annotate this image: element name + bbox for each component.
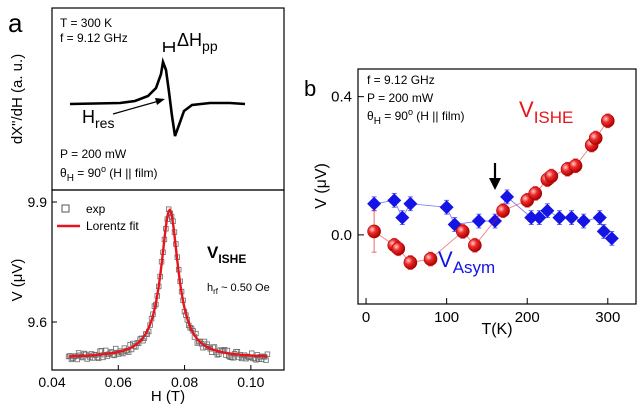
vishe-point bbox=[423, 252, 438, 266]
fmr-condition-angle: θH = 90o (H || film) bbox=[60, 164, 158, 184]
legend-exp-label: exp bbox=[86, 202, 106, 216]
x-tick-label-300: 300 bbox=[595, 309, 620, 326]
vishe-point bbox=[588, 131, 603, 145]
exp-point bbox=[230, 355, 236, 361]
exp-point bbox=[214, 352, 221, 358]
x-tick-label-0: 0 bbox=[362, 309, 370, 326]
vasym-point bbox=[500, 189, 515, 204]
fmr-derivative-curve bbox=[69, 57, 246, 137]
vishe-point bbox=[367, 224, 381, 239]
dhpp-label: ΔHpp bbox=[177, 30, 218, 54]
fmr-param-temperature: T = 300 K bbox=[60, 16, 112, 30]
vasym-point bbox=[524, 210, 539, 225]
vasym-point bbox=[552, 210, 567, 225]
vishe-point bbox=[455, 224, 470, 239]
panel-b-ylabel: V (μV) bbox=[313, 163, 330, 209]
vishe-point bbox=[391, 241, 406, 256]
lorentz-fit-line bbox=[68, 208, 268, 358]
legend: exp Lorentz fit bbox=[57, 202, 139, 233]
vasym-point bbox=[576, 214, 591, 229]
panel-a-bottom-frame bbox=[51, 189, 285, 371]
panel-a-bottom: V (μV) H (T) 0.04 0.06 0.08 0.10 9.6 9.9… bbox=[9, 189, 285, 405]
panel-a-top-ylabel: dX"/dH (a. u.) bbox=[9, 54, 26, 144]
vasym-point bbox=[471, 214, 486, 229]
vasym-point bbox=[395, 210, 410, 225]
x-tick-label-100: 100 bbox=[434, 309, 459, 326]
x-tick-label-200: 200 bbox=[515, 309, 540, 326]
vasym-point bbox=[564, 210, 579, 225]
panel-a-bottom-xlabel: H (T) bbox=[151, 388, 185, 405]
hres-label: Hres bbox=[82, 107, 114, 131]
vishe-point bbox=[496, 203, 510, 218]
legend-fit-label: Lorentz fit bbox=[86, 219, 139, 233]
panel-a-bottom-ylabel: V (μV) bbox=[9, 259, 26, 302]
vishe-point bbox=[468, 238, 482, 253]
param-angle: θH = 90o (H || film) bbox=[367, 107, 465, 127]
vasym-point bbox=[387, 193, 402, 208]
panel-b-xlabel: T(K) bbox=[481, 321, 512, 338]
param-power: P = 200 mW bbox=[367, 91, 434, 105]
y-tick-label-9.9: 9.9 bbox=[28, 194, 48, 210]
y-tick-label-9.6: 9.6 bbox=[28, 314, 48, 330]
x-tick-label-0.04: 0.04 bbox=[38, 374, 65, 390]
x-tick-label-0.08: 0.08 bbox=[171, 374, 198, 390]
vishe-point bbox=[544, 169, 559, 183]
param-frequency: f = 9.12 GHz bbox=[367, 73, 435, 87]
panel-a-bottom-ticks: 0.04 0.06 0.08 0.10 9.6 9.9 bbox=[28, 194, 265, 390]
vasym-series-label: VAsym bbox=[438, 247, 495, 277]
vishe-point bbox=[528, 186, 543, 201]
vasym-point bbox=[439, 200, 454, 215]
panel-b-frame bbox=[357, 68, 637, 305]
vasym-point bbox=[403, 196, 418, 211]
exp-point bbox=[263, 357, 269, 363]
x-tick-label-0.06: 0.06 bbox=[105, 374, 132, 390]
hres-arrow bbox=[112, 98, 165, 115]
arrow-annotation bbox=[489, 163, 501, 190]
panel-b-ticks: 0 100 200 300 0.0 0.4 bbox=[331, 89, 620, 326]
hrf-annotation: hrf ~ 0.50 Oe bbox=[207, 282, 270, 296]
vasym-point bbox=[596, 224, 611, 239]
series-vishe bbox=[367, 113, 615, 270]
panel-b-label: b bbox=[304, 76, 316, 101]
dhpp-marker bbox=[163, 42, 175, 52]
vishe-connector-line bbox=[373, 120, 609, 263]
vishe-point bbox=[600, 114, 615, 128]
vishe-point bbox=[403, 255, 418, 270]
vasym-point bbox=[604, 231, 619, 246]
fmr-condition-power: P = 200 mW bbox=[60, 147, 127, 161]
exp-point bbox=[264, 351, 271, 357]
panel-b: b V (μV) T(K) 0 100 200 300 0.0 0.4 f = … bbox=[304, 68, 637, 338]
vishe-series-label: VISHE bbox=[519, 97, 573, 127]
panel-a-label: a bbox=[8, 8, 23, 38]
y-tick-label-0.4: 0.4 bbox=[331, 89, 352, 106]
vishe-point bbox=[568, 158, 583, 173]
vishe-title: VISHE bbox=[207, 243, 246, 266]
y-tick-label-0.0: 0.0 bbox=[331, 227, 352, 244]
x-tick-label-0.10: 0.10 bbox=[237, 374, 264, 390]
vasym-point bbox=[592, 210, 607, 225]
vasym-point bbox=[367, 196, 382, 211]
vasym-point bbox=[532, 210, 547, 225]
panel-a-top: a dX"/dH (a. u.) T = 300 K f = 9.12 GHz … bbox=[8, 7, 285, 191]
vasym-point bbox=[540, 203, 555, 218]
series-vasym bbox=[367, 189, 619, 246]
fmr-param-frequency: f = 9.12 GHz bbox=[60, 31, 128, 45]
legend-exp-marker bbox=[61, 204, 70, 213]
